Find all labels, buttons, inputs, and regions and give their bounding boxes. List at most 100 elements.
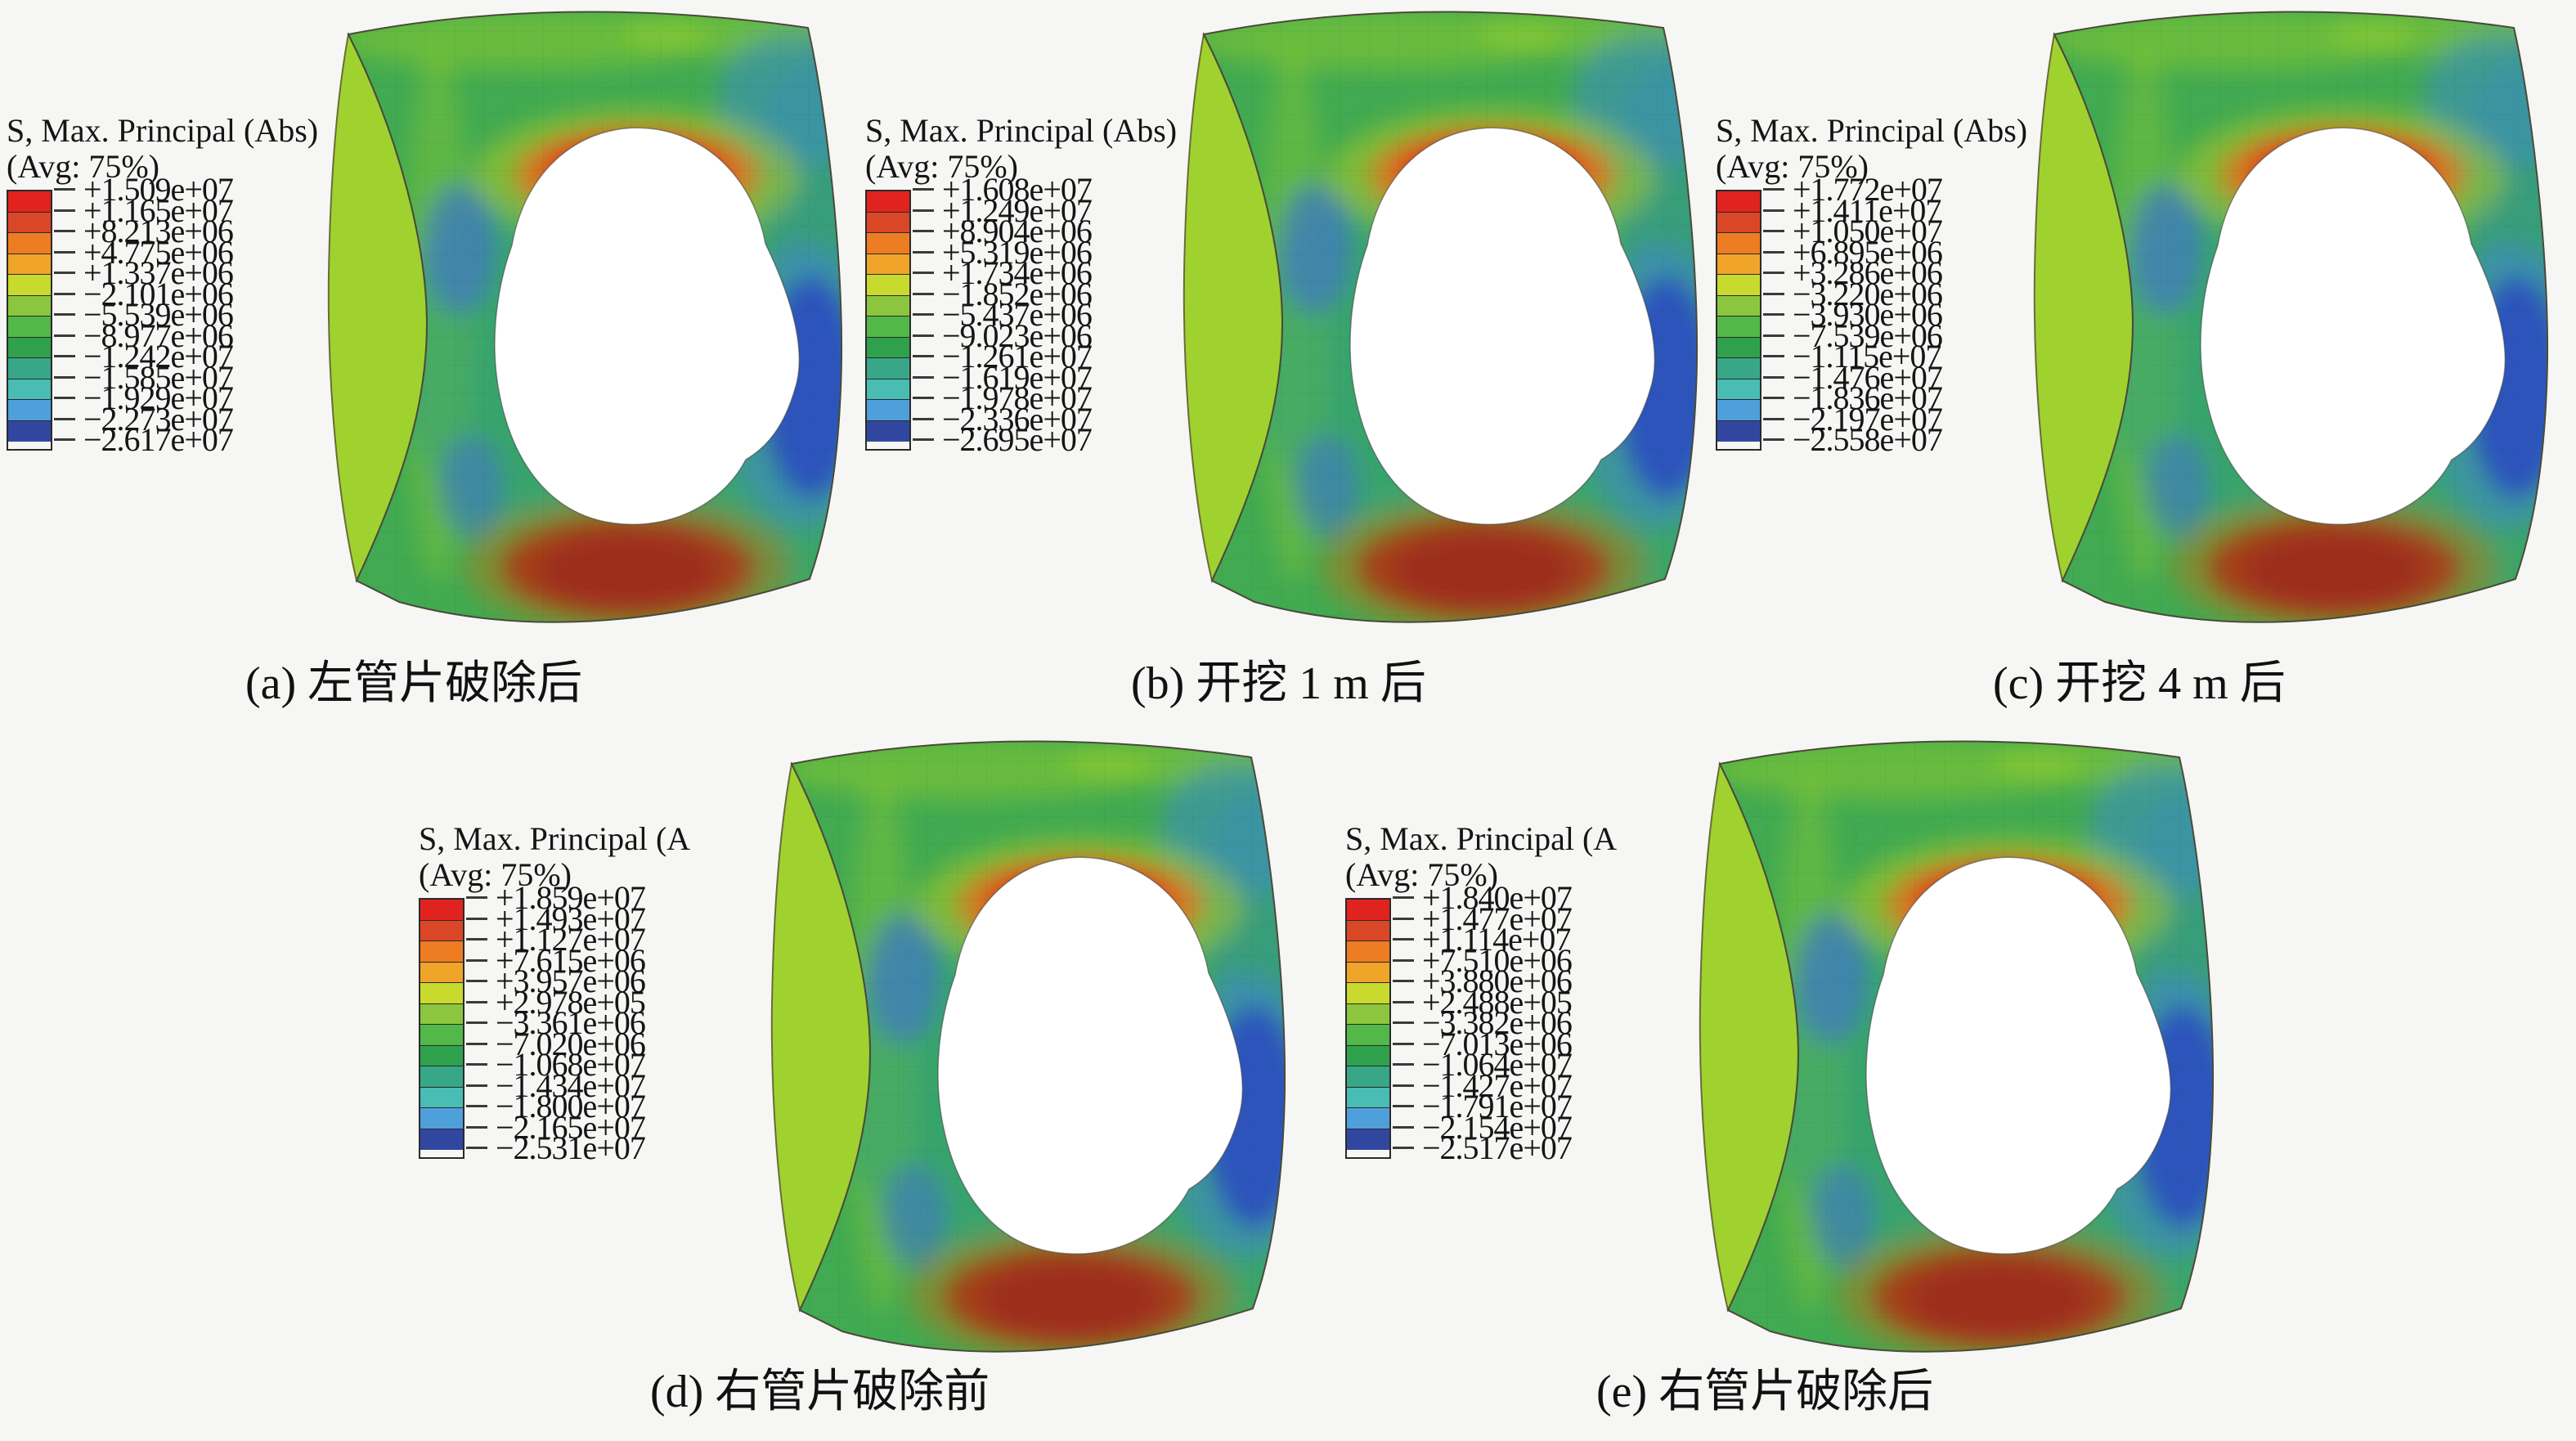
tick-mark — [913, 250, 934, 254]
legend-value-row: +1.114e+07 — [1393, 923, 1572, 956]
tick-mark — [1763, 375, 1784, 379]
color-band — [867, 233, 909, 254]
tick-mark — [1393, 896, 1414, 900]
legend-value: −1.115e+07 — [1793, 338, 1941, 375]
legend-value: −2.154e+07 — [1422, 1108, 1573, 1146]
legend-title: S, Max. Principal (Abs) — [7, 112, 319, 149]
color-band — [1347, 1025, 1389, 1046]
legend-value-row: +1.050e+07 — [1763, 213, 1943, 250]
tick-mark — [913, 355, 934, 358]
legend-title: S, Max. Principal (A — [1345, 820, 1618, 857]
legend-value: −2.197e+07 — [1793, 400, 1943, 438]
legend-value: +1.165e+07 — [83, 191, 234, 229]
tick-mark — [54, 313, 75, 316]
legend-value-row: +3.957e+06 — [466, 965, 646, 998]
legend-value-row: −2.154e+07 — [1393, 1108, 1573, 1146]
legend-value: −2.617e+07 — [83, 421, 234, 459]
tick-mark — [913, 209, 934, 212]
tick-mark — [54, 355, 75, 358]
tick-mark — [54, 334, 75, 337]
tick-mark — [466, 958, 487, 962]
legend-value: +5.319e+06 — [942, 233, 1093, 271]
legend-value: −1.242e+07 — [83, 338, 234, 375]
legend-value: −1.800e+07 — [496, 1088, 646, 1125]
legend-value: −1.836e+07 — [1793, 379, 1943, 417]
legend-value-row: +1.840e+07 — [1393, 879, 1573, 917]
tick-mark — [466, 896, 487, 900]
legend-value-row: +2.488e+05 — [1393, 985, 1573, 1018]
tick-mark — [1393, 938, 1414, 941]
tick-mark — [1763, 188, 1784, 191]
segment-edge-crescent — [2033, 31, 2134, 584]
color-band — [8, 191, 51, 213]
color-band — [1717, 295, 1760, 316]
legend-title: S, Max. Principal (Abs) — [865, 112, 1178, 149]
opening-hole — [494, 127, 801, 525]
legend-value-row: −1.427e+07 — [1393, 1069, 1573, 1102]
legend-value-row: −1.242e+07 — [54, 338, 234, 375]
opening-hole — [2200, 127, 2506, 525]
legend-value: −7.013e+06 — [1422, 1025, 1573, 1062]
color-band — [420, 1066, 463, 1088]
legend-scale: +1.509e+07 +1.165e+07 +8.213e+06 +4.775e+06… — [7, 173, 318, 456]
tick-mark — [913, 375, 934, 379]
color-band — [1347, 1087, 1389, 1108]
legend-value-row: −2.197e+07 — [1763, 400, 1943, 438]
legend-value: −1.068e+07 — [496, 1046, 646, 1084]
color-band — [1717, 379, 1760, 400]
legend-value-row: +1.127e+07 — [466, 921, 646, 958]
legend-value-row: −3.930e+06 — [1763, 299, 1943, 331]
legend-value: −2.531e+07 — [496, 1129, 646, 1167]
legend-value-row: +1.608e+07 — [913, 173, 1093, 206]
legend-value: +1.840e+07 — [1422, 879, 1573, 917]
tick-mark — [466, 1000, 487, 1003]
legend-value-row: −2.336e+07 — [913, 402, 1093, 435]
legend-value: −2.558e+07 — [1793, 421, 1943, 459]
legend-value: −2.695e+07 — [942, 421, 1093, 459]
color-band — [1347, 1045, 1389, 1066]
legend-value-row: −2.695e+07 — [913, 421, 1093, 459]
legend-scale: +1.608e+07 +1.249e+07 +8.904e+06 +5.319e+06… — [865, 173, 1177, 456]
legend-value: −1.852e+06 — [942, 275, 1093, 312]
color-band — [1717, 316, 1760, 338]
legend-values: +1.509e+07 +1.165e+07 +8.213e+06 +4.775e+06… — [54, 173, 234, 459]
legend-value: −1.619e+07 — [942, 358, 1093, 396]
legend-avg-label: (Avg: 75%) — [1716, 148, 1869, 185]
stress-contour-plot — [1132, 3, 1712, 648]
tick-mark — [1393, 917, 1414, 920]
color-band — [420, 941, 463, 963]
legend-value-row: −1.115e+07 — [1763, 338, 1942, 375]
legend-value-row: +4.775e+06 — [54, 236, 234, 268]
legend-value-row: +8.213e+06 — [54, 215, 234, 248]
color-band — [1347, 1108, 1389, 1129]
legend-value-row: −1.619e+07 — [913, 358, 1093, 396]
tick-mark — [913, 334, 934, 337]
legend-avg-label: (Avg: 75%) — [7, 148, 159, 185]
legend-value-row: −1.791e+07 — [1393, 1090, 1573, 1123]
legend-value-row: +3.880e+06 — [1393, 965, 1573, 998]
color-band — [8, 379, 51, 400]
legend-value-row: +1.772e+07 — [1763, 173, 1943, 206]
color-band — [8, 400, 51, 421]
legend-value-row: +2.978e+05 — [466, 985, 646, 1018]
legend-value-row: −9.023e+06 — [913, 319, 1093, 352]
legend-scale: +1.859e+07 +1.493e+07 +1.127e+07 +7.615e+06… — [419, 882, 690, 1167]
tick-mark — [913, 230, 934, 233]
legend-value-row: +3.286e+06 — [1763, 257, 1943, 290]
legend-value: +1.050e+07 — [1793, 213, 1943, 250]
color-band — [867, 337, 909, 358]
legend-values: +1.608e+07 +1.249e+07 +8.904e+06 +5.319e+06… — [913, 173, 1093, 459]
tick-mark — [913, 292, 934, 295]
color-band — [1347, 983, 1389, 1004]
legend-value: +1.127e+07 — [496, 921, 646, 958]
color-band — [420, 1108, 463, 1129]
color-band — [1717, 358, 1760, 379]
legend-value-row: −1.434e+07 — [466, 1069, 646, 1102]
color-band — [420, 1045, 463, 1066]
legend-value: −5.437e+06 — [942, 296, 1093, 334]
stress-contour-plot — [276, 3, 857, 648]
tick-mark — [1763, 250, 1784, 254]
legend-value: +1.249e+07 — [942, 191, 1093, 229]
